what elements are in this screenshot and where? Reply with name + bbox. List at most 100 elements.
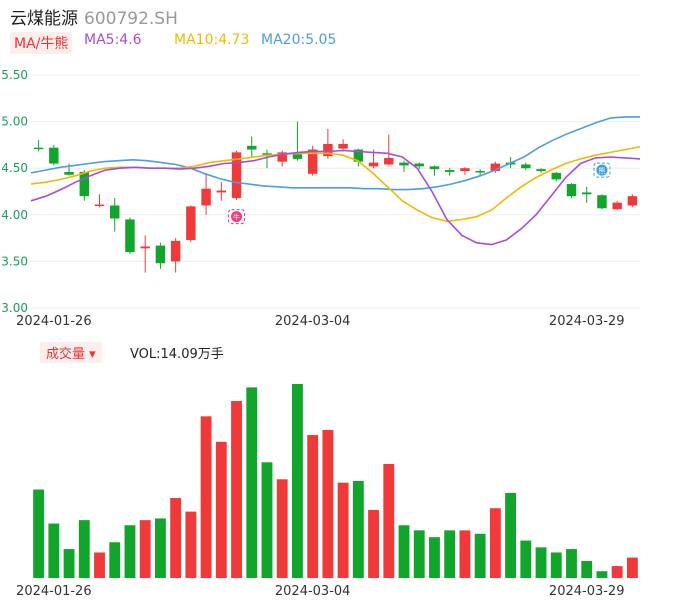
candle-body [216,190,227,193]
candle-body [140,246,150,249]
volume-bar [170,498,182,578]
volume-bar [307,435,319,578]
candle-body [414,163,424,167]
volume-bar [489,508,501,578]
candle-body [627,196,638,206]
stock-name: 云煤能源 [10,9,78,29]
volume-bar [322,429,334,578]
bear-marker [596,164,608,176]
volume-bar [566,549,577,578]
price-tick-label: 5.00 [1,115,28,129]
ma10-line [30,146,641,223]
volume-bar [337,482,349,578]
volume-bar [63,549,75,578]
ma5-line [30,149,641,246]
volume-bar [246,387,258,578]
ma5-legend: MA5:4.6 [84,32,142,48]
bull-marker [231,211,243,223]
volume-bar [444,530,456,578]
candle-body [247,145,257,150]
candle-body [429,166,440,170]
volume-bar [200,416,212,578]
volume-bar [78,520,90,578]
candle-body [49,147,59,164]
candle-body [475,170,485,173]
volume-bar [109,542,121,578]
marker-frame [593,162,611,178]
candle-body [110,205,120,219]
date-tick-label: 2024-01-26 [16,314,92,329]
price-tick-label: 5.50 [1,68,28,82]
date-tick-label: 2024-03-29 [549,314,625,329]
volume-bar [611,566,623,578]
volume-bar [368,509,379,578]
candle-body [566,184,577,197]
price-tick-label: 3.50 [1,254,28,268]
candle-body [79,171,90,197]
candle-body [444,170,455,172]
volume-bar [383,463,395,578]
candle-body [262,153,272,155]
volume-bar [33,489,45,578]
candle-body [231,152,242,199]
volume-bar [292,384,303,578]
volume-bar [505,492,517,578]
volume-bar [581,560,593,578]
volume-bar [215,441,227,578]
price-tick-label: 4.00 [1,208,28,222]
date-tick-label: 2024-03-04 [275,314,351,329]
volume-bar [550,552,562,578]
volume-bar [154,518,166,578]
volume-bar [185,511,197,578]
volume-bar [596,571,608,578]
date-tick-label: 2024-01-26 [16,584,92,599]
ma10-legend: MA10:4.73 [174,32,250,48]
candle-body [597,195,607,209]
volume-bar [535,547,547,578]
marker-label: 熊 [598,166,605,175]
candle-body [612,202,622,210]
candle-body [292,154,303,159]
date-tick-label: 2024-03-04 [275,584,351,599]
candle-body [94,204,105,207]
volume-bar [459,530,471,578]
candle-body [581,192,592,195]
volume-indicator-selector[interactable]: 成交量 ▾ [40,342,102,363]
candle-body [384,157,394,165]
ma-indicator-selector[interactable]: MA/牛熊 [10,32,73,54]
volume-bar [474,533,486,578]
candle-body [155,245,166,264]
stock-code: 600792.SH [84,9,178,29]
volume-bar [124,525,136,578]
volume-bar [352,481,364,578]
volume-bar [48,523,60,578]
candle-body [368,162,379,167]
volume-bar [398,525,410,578]
volume-bar [626,557,638,578]
volume-bar [231,401,242,578]
volume-bar [276,479,288,578]
date-tick-label: 2024-03-29 [549,584,625,599]
candle-body [460,168,470,171]
candle-body [33,147,44,150]
volume-bar [139,520,151,578]
candle-body [64,171,74,175]
candle-body [338,143,348,149]
volume-bar [520,540,532,578]
volume-bar [94,552,105,578]
volume-bar [429,537,440,578]
candle-body [170,240,181,262]
price-tick-label: 3.00 [1,301,28,315]
volume-label: VOL:14.09万手 [130,347,224,362]
candle-body [323,143,333,157]
price-tick-label: 4.50 [1,161,28,175]
candle-body [125,219,135,253]
candle-body [521,164,531,169]
candle-body [186,206,196,240]
marker-label: 牛 [233,213,240,222]
stock-title: 云煤能源 600792.SH [10,4,178,29]
candle-body [307,149,318,174]
candle-body [536,169,546,171]
candle-body [353,149,364,162]
